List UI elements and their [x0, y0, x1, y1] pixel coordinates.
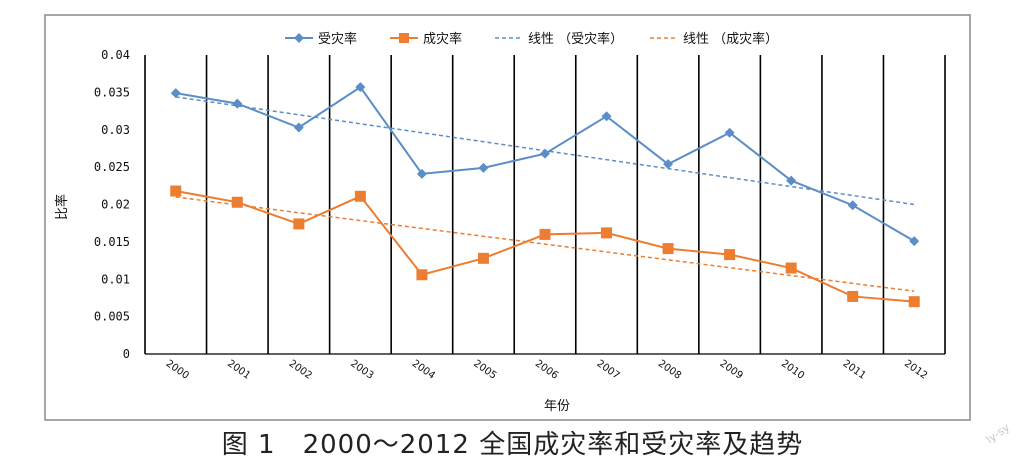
trendline: [175, 196, 915, 292]
data-point-square: [662, 243, 674, 255]
data-point-square: [908, 296, 920, 308]
data-point-square: [416, 269, 428, 281]
data-point-diamond: [540, 148, 550, 159]
y-tick-label: 0.025: [94, 160, 130, 174]
legend-marker-square: [399, 33, 409, 43]
data-point-diamond: [601, 111, 612, 122]
data-point-diamond: [478, 162, 489, 173]
figure-caption: 图 1 2000～2012 全国成灾率和受灾率及趋势: [221, 430, 804, 460]
data-point-square: [724, 249, 736, 261]
y-axis-ticks: 0 0.005 0.01 0.015 0.02 0.025 0.03 0.035 0.04: [94, 48, 130, 361]
data-point-square: [293, 218, 305, 230]
legend-marker-diamond: [294, 33, 304, 43]
grid-lines: [144, 55, 946, 355]
data-point-diamond: [232, 98, 243, 109]
legend-label: 成灾率: [423, 31, 462, 47]
data-point-diamond: [909, 236, 920, 247]
y-tick-label: 0.015: [94, 235, 130, 249]
legend-label: 线性 （受灾率）: [528, 31, 623, 47]
y-tick-label: 0.005: [94, 310, 130, 324]
data-point-square: [847, 290, 859, 302]
data-point-diamond: [355, 82, 366, 93]
legend-label: 线性 （成灾率）: [683, 31, 778, 47]
data-point-square: [601, 227, 613, 239]
legend-label: 受灾率: [318, 31, 357, 47]
data-point-diamond: [724, 127, 735, 138]
data-point-diamond: [786, 175, 797, 186]
data-point-diamond: [170, 88, 181, 99]
data-point-diamond: [416, 168, 427, 179]
x-axis-title: 年份: [544, 399, 570, 414]
data-point-diamond: [847, 200, 858, 211]
y-tick-label: 0.02: [101, 198, 130, 212]
y-tick-label: 0.01: [101, 272, 130, 286]
legend: 受灾率 成灾率 线性 （受灾率） 线性 （成灾率）: [285, 31, 778, 47]
data-point-diamond: [293, 122, 304, 133]
chart-frame: [44, 14, 971, 421]
y-axis-title: 比率: [54, 194, 70, 220]
data-point-square: [477, 252, 489, 264]
data-point-square: [170, 185, 182, 197]
data-point-square: [354, 190, 366, 202]
data-point-square: [231, 196, 243, 208]
data-point-diamond: [663, 159, 674, 170]
data-point-square: [539, 228, 551, 240]
y-tick-label: 0: [123, 347, 130, 361]
y-tick-label: 0.04: [101, 48, 130, 62]
data-point-square: [785, 262, 797, 274]
series-group: [170, 82, 920, 308]
y-tick-label: 0.03: [101, 123, 130, 137]
y-tick-label: 0.035: [94, 85, 130, 99]
